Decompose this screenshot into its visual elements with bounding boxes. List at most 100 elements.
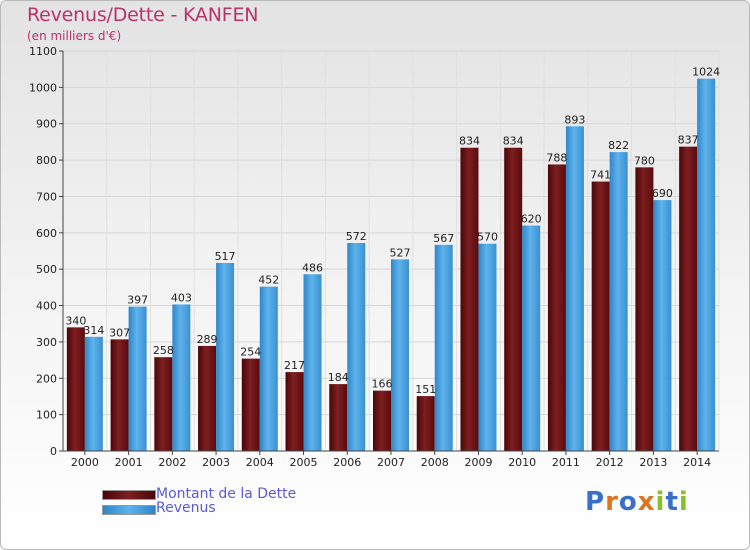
logo-letter: t [665, 487, 679, 517]
x-tick-label: 2009 [464, 456, 492, 469]
x-tick-label: 2002 [158, 456, 186, 469]
bar-dette [154, 357, 173, 451]
x-tick-label: 2014 [683, 456, 711, 469]
bar-chart: 0 100 200 300 400 500 600 700 800 900 1000 1100 2000… [29, 45, 720, 469]
bar-revenus [216, 263, 235, 451]
data-label: 572 [346, 230, 367, 243]
legend-label-dette: Montant de la Dette [156, 486, 297, 502]
bar-dette [66, 327, 85, 451]
y-tick-label: 400 [36, 300, 57, 313]
bar-dette [329, 384, 348, 451]
bar-dette [110, 339, 129, 451]
data-label: 741 [590, 169, 611, 182]
legend-label-revenus: Revenus [156, 500, 216, 516]
bar-revenus [259, 286, 278, 451]
x-tick-label: 2006 [333, 456, 361, 469]
logo-letter: i [678, 487, 689, 517]
data-label: 340 [65, 314, 86, 327]
data-label: 314 [83, 324, 104, 337]
bar-revenus [565, 126, 584, 451]
x-tick-label: 2004 [246, 456, 274, 469]
chart-title: Revenus/Dette - KANFEN [27, 4, 259, 26]
x-tick-label: 2011 [552, 456, 580, 469]
bar-dette [416, 396, 435, 451]
y-tick-label: 200 [36, 372, 57, 385]
data-label: 517 [215, 250, 236, 263]
y-tick-label: 700 [36, 190, 57, 203]
chart-subtitle: (en milliers d'€) [27, 29, 122, 43]
data-label: 822 [608, 139, 629, 152]
bar-dette [285, 372, 304, 451]
bar-dette [547, 164, 566, 452]
logo-letter: r [605, 487, 619, 517]
x-tick-label: 2005 [290, 456, 318, 469]
data-label: 397 [127, 294, 148, 307]
y-tick-label: 1000 [29, 81, 57, 94]
bar-dette [679, 146, 698, 452]
data-label: 166 [372, 378, 393, 391]
x-tick-label: 2003 [202, 456, 230, 469]
bar-revenus [434, 244, 453, 451]
logo-letter: P [585, 487, 606, 517]
bar-revenus [303, 274, 322, 451]
y-tick-label: 600 [36, 227, 57, 240]
legend-swatch-revenus [102, 505, 156, 515]
data-label: 254 [240, 346, 261, 359]
y-tick-label: 800 [36, 154, 57, 167]
x-tick-label: 2012 [596, 456, 624, 469]
y-tick-label: 100 [36, 409, 57, 422]
legend-swatch-dette [102, 490, 156, 500]
bar-revenus [478, 243, 497, 451]
x-tick-label: 2008 [421, 456, 449, 469]
y-tick-label: 0 [50, 445, 57, 458]
bar-dette [198, 345, 217, 451]
logo-letter: i [655, 487, 666, 517]
bar-revenus [653, 200, 672, 451]
x-tick-label: 2010 [508, 456, 536, 469]
data-label: 1024 [692, 66, 720, 79]
bar-revenus [128, 306, 147, 451]
axes: 0 100 200 300 400 500 600 700 800 900 1000 1100 2000… [29, 45, 719, 469]
bar-dette [373, 390, 391, 451]
bar-revenus [391, 259, 409, 451]
bar-dette [591, 181, 610, 451]
data-label: 620 [521, 213, 542, 226]
data-label: 570 [477, 231, 498, 244]
data-label: 289 [197, 333, 218, 346]
logo-letter: x [637, 487, 656, 517]
x-tick-label: 2000 [71, 456, 99, 469]
data-label: 151 [415, 383, 436, 396]
data-label: 893 [564, 113, 585, 126]
bar-revenus [522, 225, 541, 451]
bar-revenus [697, 78, 716, 452]
data-label: 837 [678, 134, 699, 147]
bar-dette [460, 147, 479, 451]
x-tick-label: 2007 [377, 456, 405, 469]
bar-dette [504, 147, 523, 451]
data-label: 788 [546, 151, 567, 164]
bar-revenus [609, 152, 628, 451]
bar-dette [635, 167, 654, 451]
bar-revenus [84, 336, 103, 451]
data-label: 834 [459, 135, 480, 148]
proxiti-logo: Proxiti [585, 487, 689, 517]
data-label: 258 [153, 344, 174, 357]
data-label: 527 [390, 246, 411, 259]
data-label: 834 [503, 135, 524, 148]
bar-revenus [347, 243, 366, 451]
data-label: 217 [284, 359, 305, 372]
data-label: 780 [634, 154, 655, 167]
logo-letter: o [618, 487, 638, 517]
y-tick-label: 500 [36, 263, 57, 276]
x-tick-label: 2001 [115, 456, 143, 469]
data-label: 452 [258, 274, 279, 287]
data-label: 690 [652, 187, 673, 200]
bar-dette [241, 358, 260, 451]
y-tick-label: 1100 [29, 45, 57, 58]
data-label: 307 [109, 326, 130, 339]
bar-revenus [172, 304, 191, 451]
data-label: 486 [302, 261, 323, 274]
x-tick-label: 2013 [639, 456, 667, 469]
